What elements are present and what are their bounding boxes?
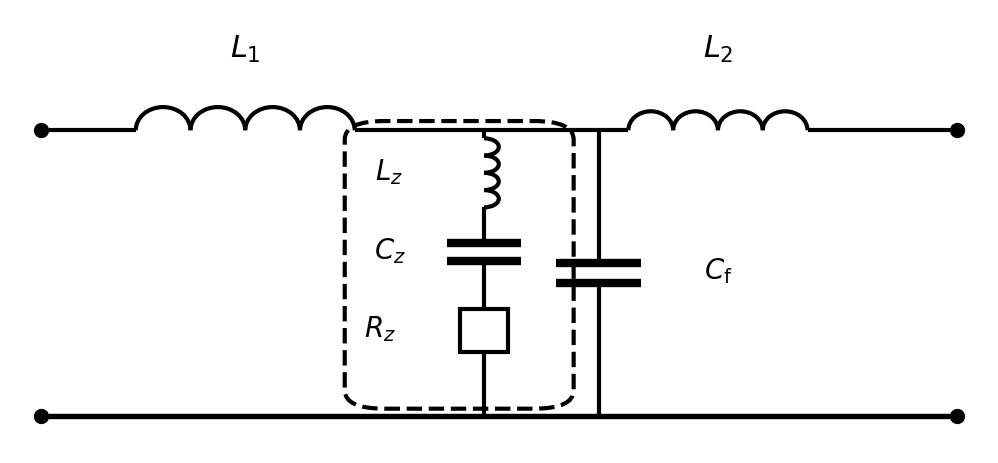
Bar bbox=[460, 308, 508, 352]
Point bbox=[33, 126, 49, 134]
Text: $R_z$: $R_z$ bbox=[363, 315, 395, 344]
Text: $C_{\mathrm{f}}$: $C_{\mathrm{f}}$ bbox=[704, 257, 733, 287]
Text: $L_2$: $L_2$ bbox=[703, 34, 734, 65]
Point bbox=[949, 126, 965, 134]
Point bbox=[33, 412, 49, 419]
Point bbox=[949, 412, 965, 419]
Text: $L_z$: $L_z$ bbox=[375, 157, 403, 187]
Text: $L_1$: $L_1$ bbox=[230, 34, 260, 65]
Text: $C_z$: $C_z$ bbox=[373, 236, 405, 266]
